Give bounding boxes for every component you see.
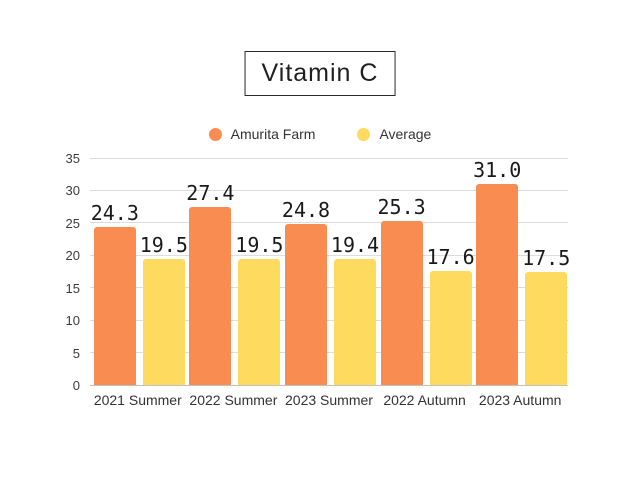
bar-average-1 bbox=[238, 258, 281, 385]
legend-item-amurita-farm: Amurita Farm bbox=[208, 126, 316, 142]
bar-value-label: 19.5 bbox=[235, 232, 284, 257]
chart-title: Vitamin C bbox=[261, 59, 379, 87]
bar-value-label: 24.8 bbox=[281, 198, 331, 223]
bar-value-label: 25.3 bbox=[377, 194, 426, 219]
gridline-5 bbox=[90, 352, 568, 354]
bar-value-label: 31.0 bbox=[473, 157, 522, 182]
bar-average-0 bbox=[142, 258, 185, 385]
x-axis-label-0: 2021 Summer bbox=[93, 392, 182, 408]
x-axis-label-1: 2022 Summer bbox=[189, 392, 278, 408]
bar-value-label: 24.3 bbox=[90, 201, 139, 226]
y-axis-tick-10: 10 bbox=[65, 313, 80, 329]
y-axis-tick-0: 0 bbox=[72, 378, 80, 393]
bar-value-label: 19.4 bbox=[330, 233, 380, 258]
bar-value-label: 17.6 bbox=[426, 244, 475, 269]
y-axis-tick-20: 20 bbox=[65, 248, 80, 264]
gridline-30 bbox=[90, 189, 568, 191]
gridline-0 bbox=[90, 384, 568, 386]
bar-amurita-farm-4 bbox=[476, 183, 519, 385]
gridline-20 bbox=[90, 254, 568, 256]
legend: Amurita Farm Average bbox=[0, 126, 640, 142]
legend-label: Amurita Farm bbox=[230, 126, 316, 142]
y-axis-tick-30: 30 bbox=[65, 183, 80, 199]
legend-item-average: Average bbox=[357, 126, 431, 142]
y-axis-tick-5: 5 bbox=[72, 345, 80, 361]
gridline-10 bbox=[90, 319, 568, 321]
legend-dot-icon bbox=[208, 127, 222, 141]
bar-average-3 bbox=[429, 270, 472, 385]
bar-amurita-farm-0 bbox=[93, 227, 136, 385]
x-axis-label-2: 2023 Summer bbox=[285, 392, 373, 408]
x-axis-label-3: 2022 Autumn bbox=[383, 392, 466, 408]
plot-area: 0 5 10 15 20 25 30 35 24.3 19.5 2021 Summer 27.4 19.… bbox=[66, 152, 571, 408]
gridline-15 bbox=[90, 287, 568, 289]
gridline-25 bbox=[90, 222, 568, 224]
bar-value-label: 19.5 bbox=[139, 232, 188, 257]
x-axis-label-4: 2023 Autumn bbox=[478, 392, 562, 408]
bar-amurita-farm-2 bbox=[285, 224, 327, 385]
bar-average-2 bbox=[334, 259, 376, 385]
y-axis-tick-15: 15 bbox=[65, 280, 80, 296]
bar-value-label: 17.5 bbox=[522, 245, 571, 270]
legend-dot-icon bbox=[357, 127, 371, 141]
y-axis-tick-25: 25 bbox=[65, 215, 80, 231]
y-axis-tick-35: 35 bbox=[65, 151, 80, 166]
bar-average-4 bbox=[525, 271, 568, 385]
bar-amurita-farm-3 bbox=[380, 220, 423, 385]
chart-title-box: Vitamin C bbox=[244, 51, 396, 96]
bar-value-label: 27.4 bbox=[186, 181, 235, 206]
bar-amurita-farm-1 bbox=[189, 207, 232, 385]
legend-label: Average bbox=[379, 126, 432, 142]
gridline-35 bbox=[90, 157, 568, 159]
